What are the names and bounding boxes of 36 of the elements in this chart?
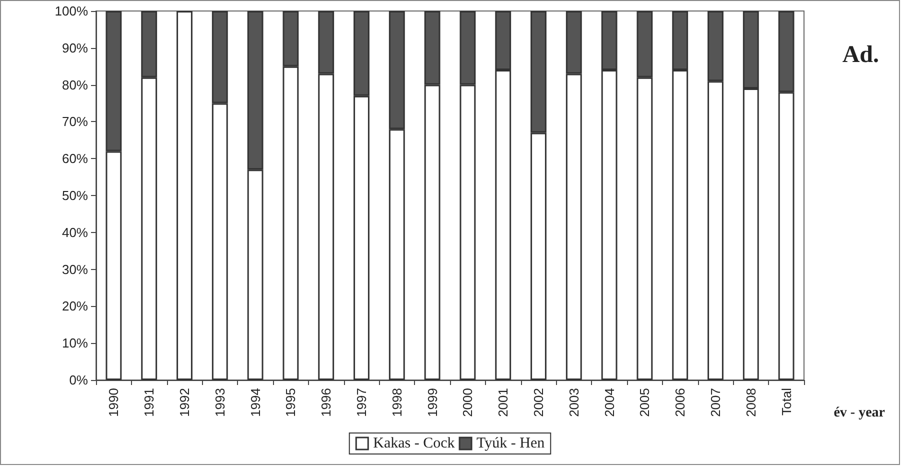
legend-label: Tyúk - Hen [476, 436, 546, 452]
x-tick-label: 1990 [106, 388, 122, 417]
x-tick-label: 1998 [389, 388, 404, 417]
y-tick-label: 0% [69, 372, 88, 388]
bar [176, 11, 192, 380]
y-tick-label: 60% [62, 151, 88, 166]
x-tick-label: 1996 [318, 388, 334, 417]
x-tick-label: 2003 [566, 388, 582, 417]
y-tick-label: 90% [62, 40, 88, 56]
x-tick-label: 2000 [460, 388, 476, 417]
x-tick-label: 1994 [248, 388, 263, 417]
y-tick-label: 20% [62, 298, 88, 314]
x-tick-label: Total [778, 388, 794, 416]
x-tick-label: 1992 [177, 388, 192, 417]
x-tick-label: 2005 [637, 388, 652, 417]
x-tick-label: 1997 [354, 388, 369, 417]
x-tick-label: 2007 [708, 388, 723, 417]
x-tick-label: 1995 [283, 388, 298, 417]
x-tick-label: 2006 [672, 388, 688, 417]
y-tick-label: 40% [62, 224, 88, 240]
y-tick-label: 70% [62, 114, 88, 130]
x-tick-label: 1991 [142, 388, 157, 417]
x-tick-label: 2001 [496, 388, 511, 417]
x-axis-title: év - year [834, 406, 886, 420]
x-tick-label: 2008 [743, 388, 758, 417]
x-tick-label: 2004 [602, 388, 617, 417]
x-tick-label: 1999 [424, 388, 440, 417]
y-tick-label: 80% [62, 77, 88, 92]
x-tick-label: 1993 [212, 388, 228, 417]
y-tick-label: 100% [54, 4, 88, 18]
text: Ad. [842, 42, 880, 68]
y-tick-label: 10% [62, 336, 88, 351]
y-tick-label: 50% [62, 188, 88, 203]
y-tick-label: 30% [62, 262, 88, 277]
x-tick-label: 2002 [531, 388, 546, 417]
legend-label: Kakas - Cock [373, 436, 456, 452]
